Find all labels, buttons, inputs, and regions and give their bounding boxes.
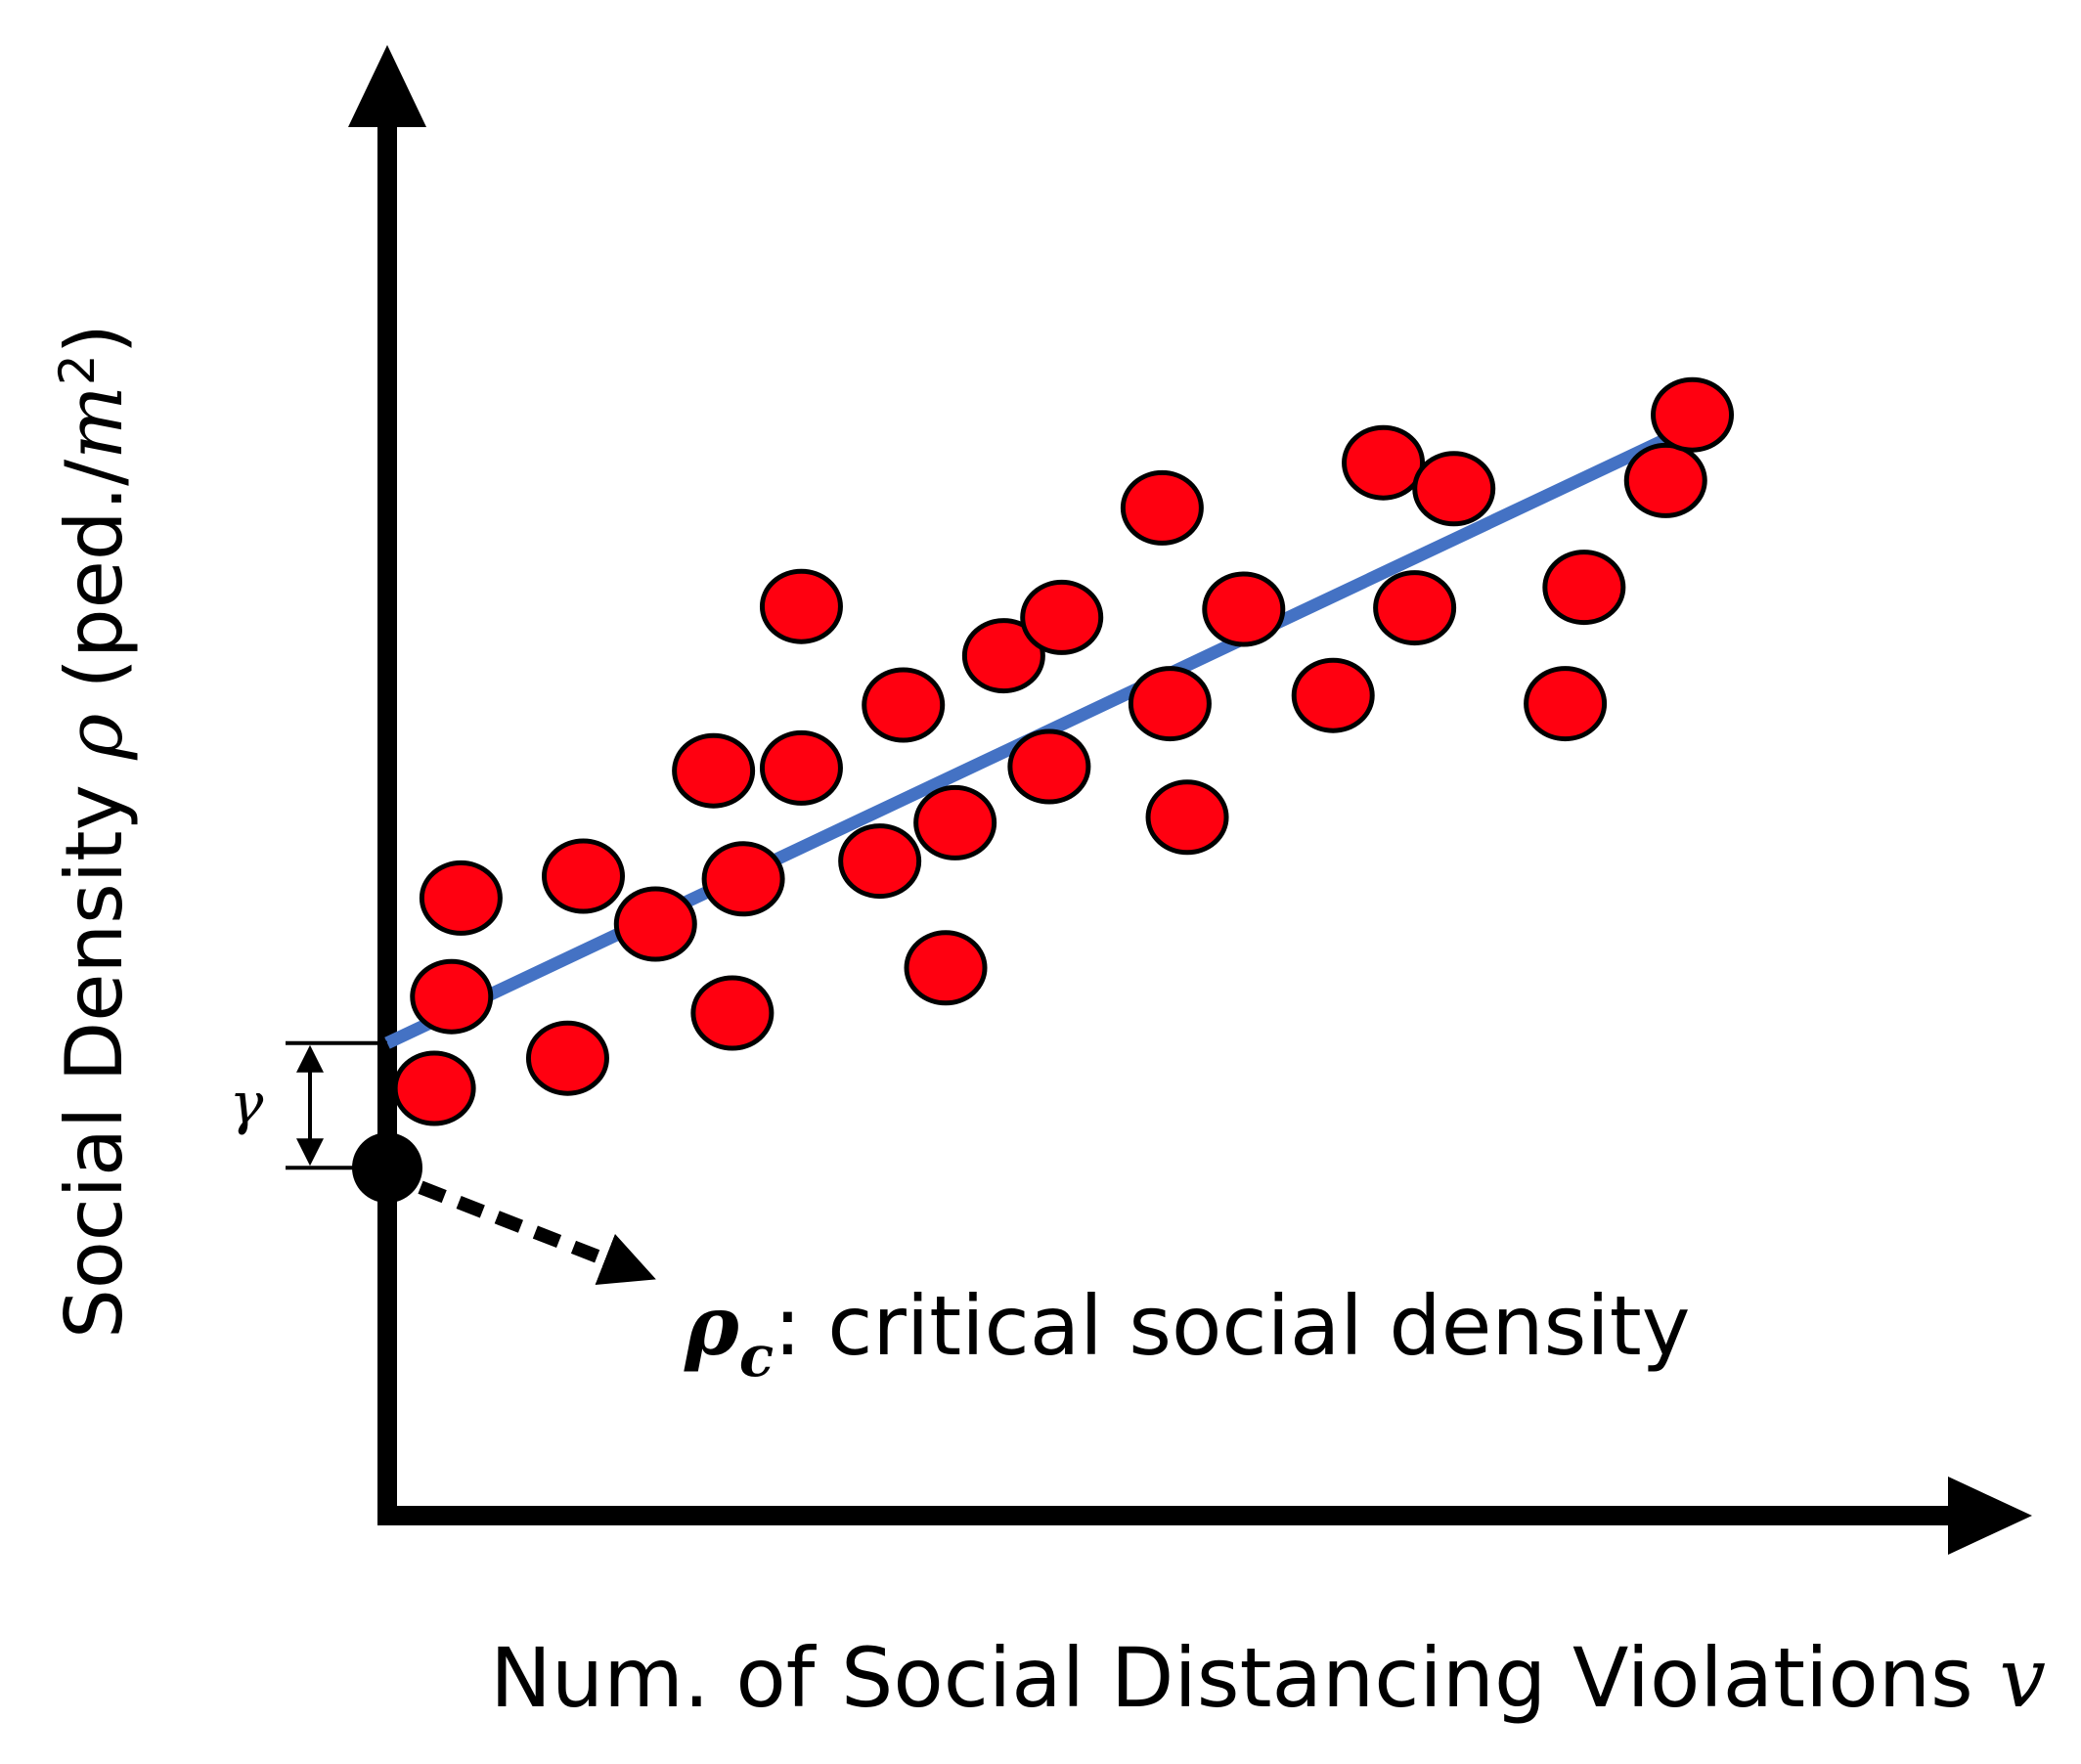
y-axis-variable: ρ <box>49 714 140 761</box>
data-point-22 <box>1202 571 1286 647</box>
data-point-23 <box>1291 657 1375 733</box>
data-point-29 <box>1623 442 1707 518</box>
data-point-26 <box>1412 451 1496 527</box>
data-point-15 <box>913 784 997 860</box>
x-axis-title: Num. of Social Distancing Violations v <box>490 1630 2046 1726</box>
gamma-label: γ <box>230 1071 264 1137</box>
data-point-6 <box>613 886 697 962</box>
gamma-bracket: γ <box>230 1040 387 1170</box>
y-axis-units-close: ) <box>49 324 140 354</box>
y-axis-title-text: Social Density <box>49 760 140 1339</box>
x-axis-title-text: Num. of Social Distancing Violations <box>490 1630 1999 1726</box>
data-point-27 <box>1524 666 1608 742</box>
data-point-16 <box>961 618 1045 694</box>
data-point-20 <box>1128 666 1212 742</box>
data-point-4 <box>525 1020 609 1096</box>
critical-density-text: : critical social density <box>774 1278 1690 1374</box>
x-axis-variable: v <box>2000 1630 2046 1726</box>
data-point-5 <box>542 838 625 914</box>
y-axis-units-open: (ped./ <box>49 460 140 714</box>
data-point-8 <box>690 975 775 1051</box>
y-axis-units-m: m <box>49 385 140 460</box>
critical-density-symbol: ρ <box>684 1277 740 1374</box>
critical-density-pointer <box>418 1180 656 1286</box>
y-axis-units-exp: 2 <box>49 354 106 385</box>
data-point-19 <box>1120 469 1204 546</box>
data-point-14 <box>904 930 988 1006</box>
data-point-9 <box>701 841 785 917</box>
data-point-7 <box>672 732 756 809</box>
data-point-13 <box>862 667 946 743</box>
data-point-1 <box>392 1050 476 1126</box>
fit-line <box>384 407 1724 1049</box>
data-point-10 <box>759 729 843 806</box>
data-point-11 <box>759 568 843 644</box>
data-point-25 <box>1373 570 1457 646</box>
gamma-arrow-up <box>296 1044 324 1073</box>
data-points <box>392 376 1735 1126</box>
critical-density-point <box>352 1132 422 1204</box>
critical-density-subscript: c <box>739 1323 774 1389</box>
y-axis-title: Social Density ρ (ped./m2) <box>49 324 140 1339</box>
data-point-18 <box>1020 579 1104 655</box>
data-point-30 <box>1651 376 1735 453</box>
data-point-28 <box>1542 550 1626 626</box>
critical-density-label: ρc: critical social density <box>684 1277 1690 1389</box>
data-point-24 <box>1342 424 1426 501</box>
data-point-2 <box>410 958 494 1035</box>
y-axis-arrowhead <box>348 45 426 127</box>
data-point-3 <box>419 860 503 936</box>
data-point-17 <box>1007 728 1091 805</box>
data-point-21 <box>1145 779 1229 856</box>
x-axis-arrowhead <box>1948 1477 2032 1555</box>
gamma-arrow-down <box>296 1138 324 1167</box>
data-point-12 <box>838 823 922 900</box>
